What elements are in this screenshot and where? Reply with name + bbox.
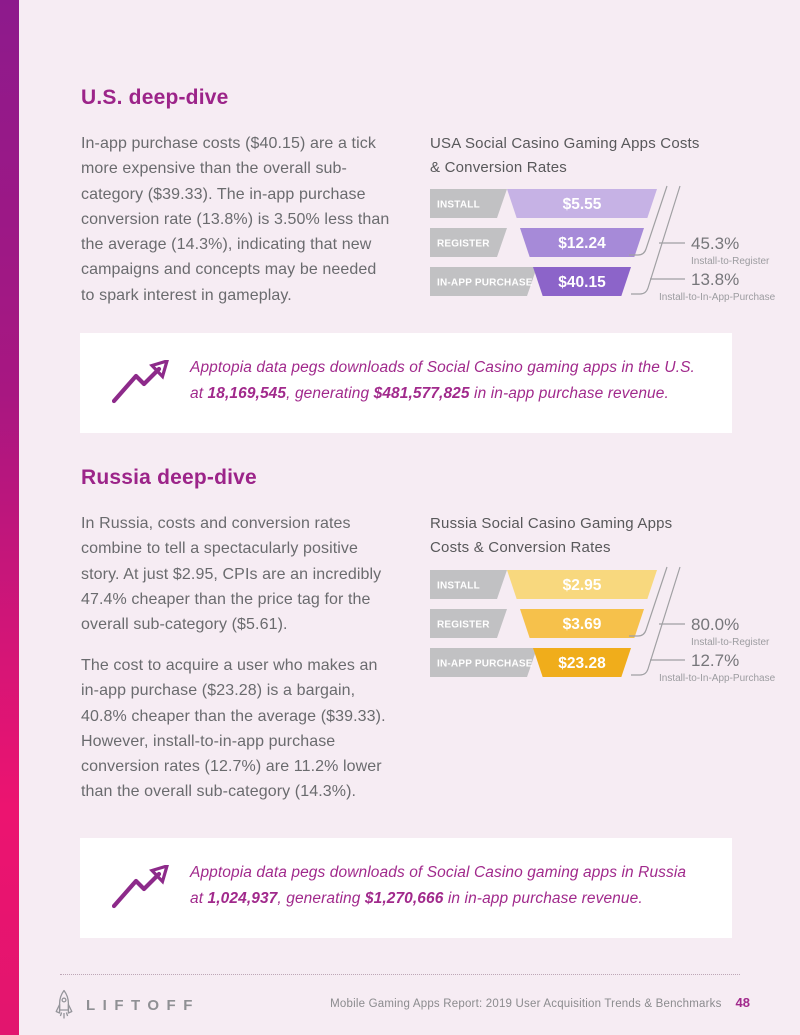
stage-label-block xyxy=(430,609,507,638)
footer-right: Mobile Gaming Apps Report: 2019 User Acq… xyxy=(330,995,750,1010)
stage-label: INSTALL xyxy=(437,200,480,211)
russia-chart-title: Russia Social Casino Gaming Apps Costs &… xyxy=(430,512,760,559)
trend-up-arrow-icon xyxy=(112,360,169,404)
russia-callout-line2-at: at xyxy=(190,890,208,907)
russia-chart-title-line1: Russia Social Casino Gaming Apps xyxy=(430,515,673,532)
funnel-segment xyxy=(520,228,644,257)
us-callout-text: Apptopia data pegs downloads of Social C… xyxy=(190,355,710,407)
us-callout-box: Apptopia data pegs downloads of Social C… xyxy=(80,333,732,433)
trend-up-arrow-icon xyxy=(112,865,169,909)
russia-paragraph-2: The cost to acquire a user who makes an … xyxy=(81,657,386,801)
russia-chart-title-line2: Costs & Conversion Rates xyxy=(430,538,611,556)
left-accent-bar xyxy=(0,0,19,1035)
funnel-segment xyxy=(507,189,657,218)
stage-label: REGISTER xyxy=(437,620,490,631)
conversion-value: 45.3% xyxy=(691,234,739,253)
liftoff-logo: LIFTOFF xyxy=(55,989,200,1021)
usa-chart-title: USA Social Casino Gaming Apps Costs & Co… xyxy=(430,132,760,179)
cost-value: $12.24 xyxy=(558,235,606,252)
leader-line xyxy=(631,185,681,295)
conversion-value: 80.0% xyxy=(691,615,739,634)
usa-funnel-chart: INSTALL $5.55 REGISTER $12.24 IN-APP PURCHAS… xyxy=(430,185,776,303)
russia-callout-line1: Apptopia data pegs downloads of Social C… xyxy=(190,864,687,881)
russia-revenue-value: $1,270,666 xyxy=(364,890,444,907)
us-callout-line2-generating: , generating xyxy=(286,385,374,402)
stage-label: IN-APP PURCHASE xyxy=(437,659,533,670)
leader-line xyxy=(629,185,668,256)
usa-chart-title-line2: & Conversion Rates xyxy=(430,158,567,176)
stage-label: IN-APP PURCHASE xyxy=(437,278,533,289)
conversion-value: 12.7% xyxy=(691,651,739,670)
conversion-label: Install-to-Register xyxy=(691,637,770,648)
russia-funnel-chart: INSTALL $2.95 REGISTER $3.69 IN-APP PURCHASE… xyxy=(430,566,776,684)
leader-line xyxy=(631,566,681,676)
cost-value: $2.95 xyxy=(563,577,602,594)
funnel-segment xyxy=(533,267,631,296)
stage-label-block xyxy=(430,228,507,257)
stage-label: INSTALL xyxy=(437,581,480,592)
us-paragraph: In-app purchase costs ($40.15) are a tic… xyxy=(81,135,390,304)
conversion-label: Install-to-In-App-Purchase xyxy=(659,673,776,684)
report-title: Mobile Gaming Apps Report: 2019 User Acq… xyxy=(330,998,722,1010)
funnel-segment xyxy=(520,609,644,638)
russia-paragraph-1: In Russia, costs and conversion rates co… xyxy=(81,515,382,634)
us-section-heading: U.S. deep-dive xyxy=(81,86,229,109)
cost-value: $40.15 xyxy=(558,274,606,291)
russia-callout-line2-end: in in-app purchase revenue. xyxy=(443,890,643,907)
cost-value: $3.69 xyxy=(563,616,602,633)
brand-name: LIFTOFF xyxy=(86,996,200,1014)
stage-label-block xyxy=(430,189,507,218)
leader-line xyxy=(629,566,668,637)
conversion-label: Install-to-In-App-Purchase xyxy=(659,292,776,303)
us-callout-line2-at: at xyxy=(190,385,208,402)
us-callout-line1: Apptopia data pegs downloads of Social C… xyxy=(190,359,695,376)
cost-value: $5.55 xyxy=(563,196,602,213)
us-revenue-value: $481,577,825 xyxy=(373,385,470,402)
conversion-label: Install-to-Register xyxy=(691,256,770,267)
cost-value: $23.28 xyxy=(558,655,606,672)
russia-callout-line2-generating: , generating xyxy=(277,890,365,907)
us-callout-line2-end: in in-app purchase revenue. xyxy=(469,385,669,402)
stage-label-block xyxy=(430,648,537,677)
conversion-value: 13.8% xyxy=(691,270,739,289)
russia-callout-text: Apptopia data pegs downloads of Social C… xyxy=(190,860,710,912)
stage-label-block xyxy=(430,570,507,599)
stage-label: REGISTER xyxy=(437,239,490,250)
rocket-icon xyxy=(55,989,73,1019)
page-number: 48 xyxy=(735,995,750,1010)
usa-chart-title-line1: USA Social Casino Gaming Apps Costs xyxy=(430,135,700,152)
funnel-segment xyxy=(507,570,657,599)
stage-label-block xyxy=(430,267,537,296)
footer-divider xyxy=(60,974,740,975)
russia-downloads-value: 1,024,937 xyxy=(207,890,278,907)
russia-callout-box: Apptopia data pegs downloads of Social C… xyxy=(80,838,732,938)
russia-section-heading: Russia deep-dive xyxy=(81,466,257,489)
funnel-segment xyxy=(533,648,631,677)
us-downloads-value: 18,169,545 xyxy=(207,385,287,402)
